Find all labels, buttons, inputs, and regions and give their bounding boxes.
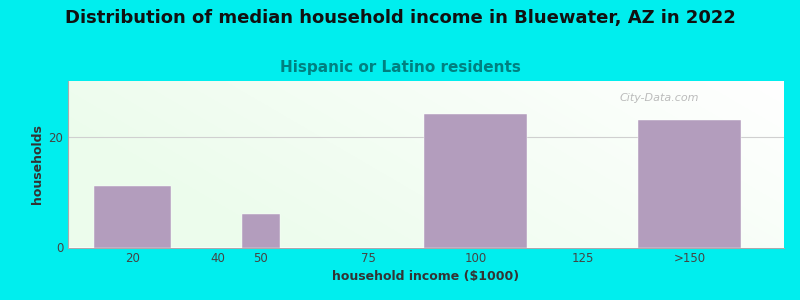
Text: Distribution of median household income in Bluewater, AZ in 2022: Distribution of median household income … bbox=[65, 9, 735, 27]
Bar bbox=[242, 214, 280, 248]
Text: City-Data.com: City-Data.com bbox=[619, 93, 699, 103]
Y-axis label: households: households bbox=[31, 124, 44, 204]
Bar bbox=[638, 120, 741, 248]
X-axis label: household income ($1000): household income ($1000) bbox=[333, 269, 519, 283]
Text: Hispanic or Latino residents: Hispanic or Latino residents bbox=[279, 60, 521, 75]
Bar bbox=[424, 114, 526, 248]
Bar bbox=[94, 186, 171, 248]
